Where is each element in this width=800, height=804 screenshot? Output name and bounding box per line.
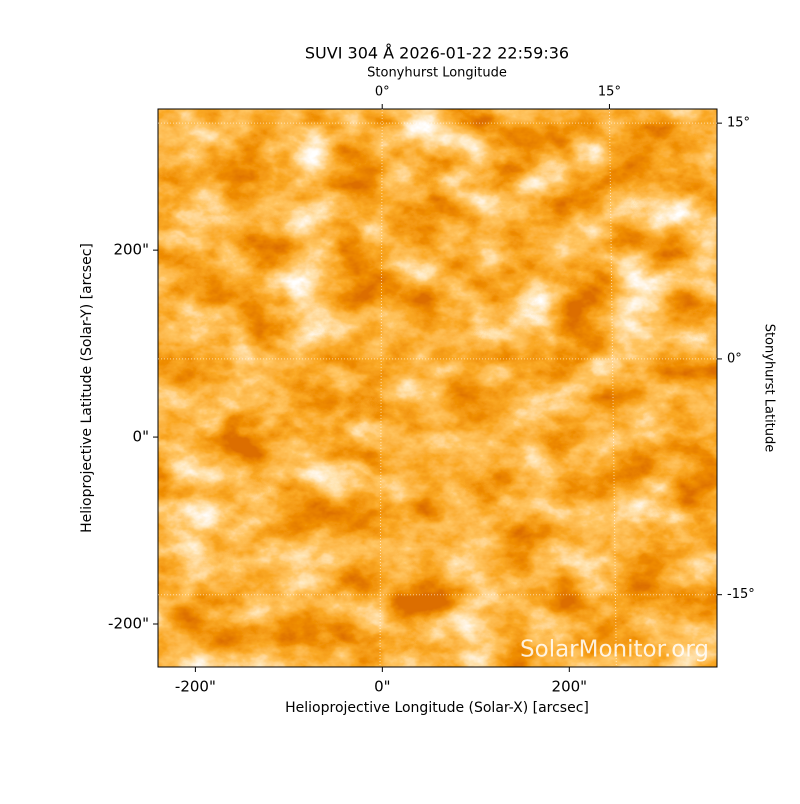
x-axis-label: Helioprojective Longitude (Solar-X) [arc… (285, 700, 589, 716)
x-tick-label: -200" (175, 678, 216, 696)
y2-tick-label: 0° (727, 351, 742, 366)
x-tick-label: 200" (552, 678, 588, 696)
y-tick-label: 0" (133, 428, 149, 446)
grid-line (608, 108, 617, 668)
x2-axis-label: Stonyhurst Longitude (367, 66, 507, 81)
chart-title: SUVI 304 Å 2026-01-22 22:59:36 (305, 44, 569, 63)
x-tick-label: 0" (374, 678, 390, 696)
watermark: SolarMonitor.org (520, 637, 709, 663)
y2-tick-label: -15° (727, 587, 755, 602)
solar-image (158, 109, 717, 667)
x2-tick-label: 0° (375, 85, 390, 100)
y2-axis-label: Stonyhurst Latitude (762, 324, 777, 453)
y-tick-label: 200" (113, 241, 149, 259)
plot-frame (157, 108, 718, 668)
grid-line (379, 108, 383, 668)
y-axis-label: Helioprojective Latitude (Solar-Y) [arcs… (79, 243, 95, 533)
y2-tick-label: 15° (727, 116, 750, 131)
x2-tick-label: 15° (598, 85, 621, 100)
y-tick-label: -200" (108, 615, 149, 633)
